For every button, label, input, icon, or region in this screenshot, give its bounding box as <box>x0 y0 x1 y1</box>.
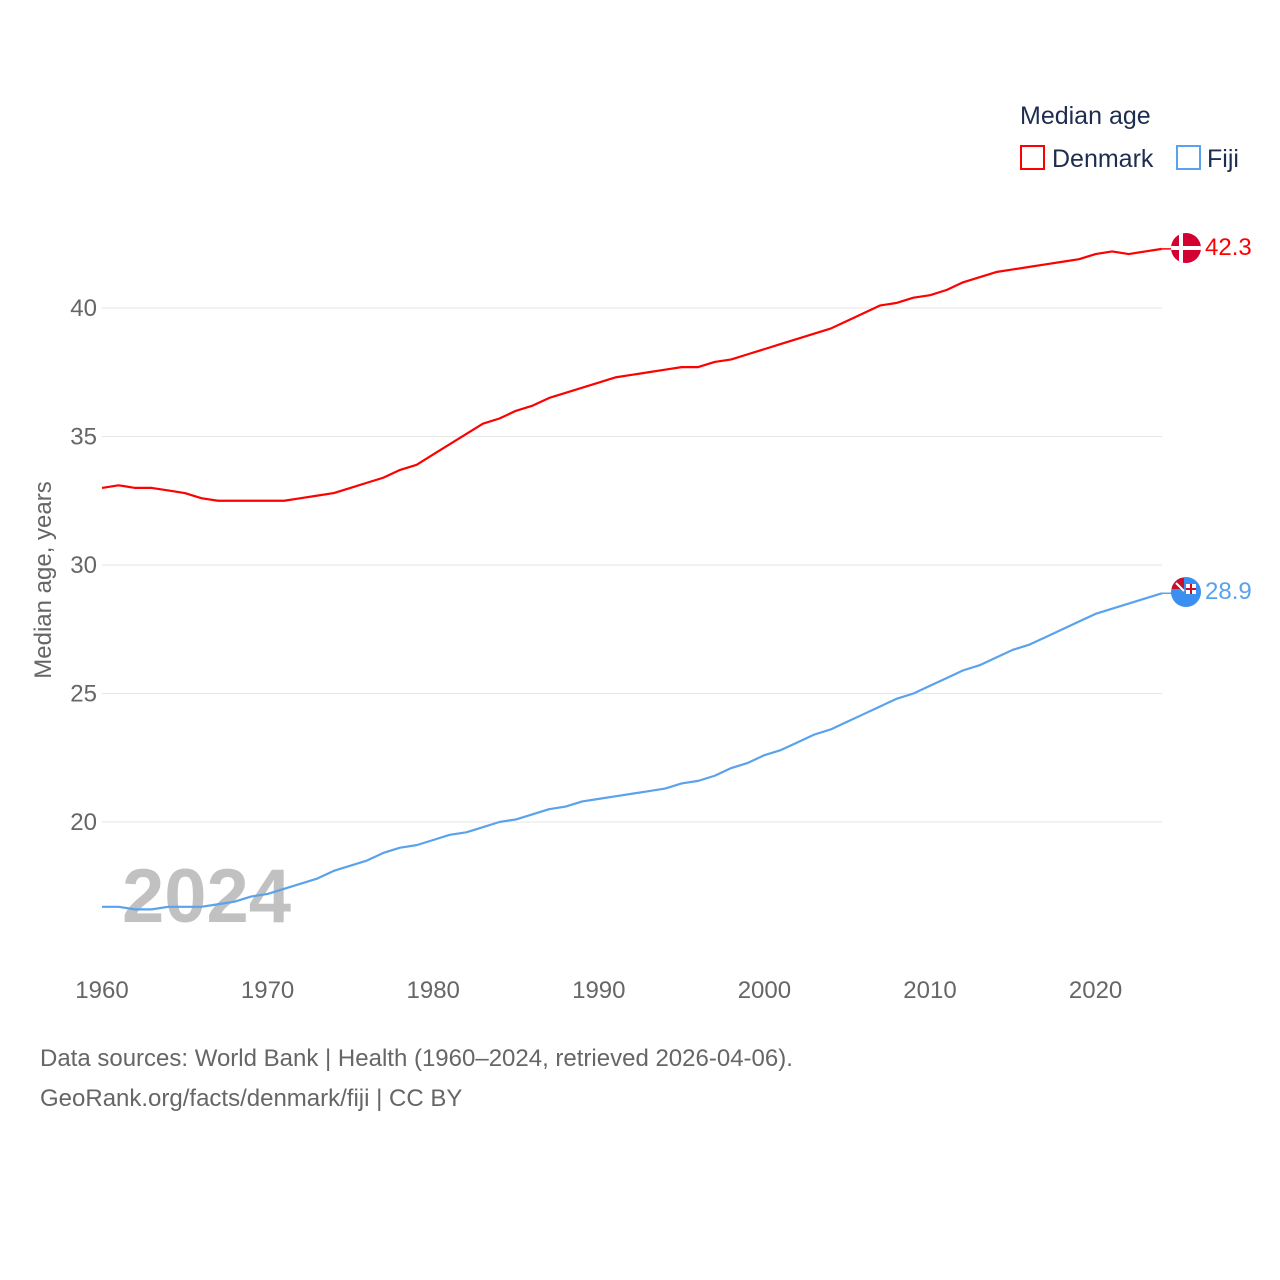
denmark-flag-icon <box>1171 233 1201 263</box>
x-tick-label: 2010 <box>903 977 956 1004</box>
footer-sources: Data sources: World Bank | Health (1960–… <box>40 1045 793 1072</box>
legend-label-denmark: Denmark <box>1052 145 1154 173</box>
legend-item-denmark[interactable]: Denmark <box>1020 145 1154 173</box>
x-tick-label: 1980 <box>407 977 460 1004</box>
end-label-denmark: 42.3 <box>1205 234 1252 261</box>
footer-attribution[interactable]: GeoRank.org/facts/denmark/fiji | CC BY <box>40 1085 463 1112</box>
x-tick-label: 1970 <box>241 977 294 1004</box>
x-tick-label: 2020 <box>1069 977 1122 1004</box>
y-tick-label: 30 <box>70 552 97 579</box>
y-axis-label: Median age, years <box>30 481 57 678</box>
legend-swatch-denmark <box>1020 145 1045 170</box>
x-tick-label: 1960 <box>75 977 128 1004</box>
y-tick-label: 25 <box>70 681 97 708</box>
legend-swatch-fiji <box>1176 145 1201 170</box>
y-tick-label: 40 <box>70 295 97 322</box>
x-tick-label: 1990 <box>572 977 625 1004</box>
legend-item-fiji[interactable]: Fiji <box>1176 145 1239 173</box>
legend-title: Median age <box>1020 102 1151 130</box>
x-tick-label: 2000 <box>738 977 791 1004</box>
year-watermark: 2024 <box>122 854 291 939</box>
fiji-flag-icon <box>1171 577 1201 607</box>
y-tick-label: 35 <box>70 424 97 451</box>
end-label-fiji: 28.9 <box>1205 578 1252 605</box>
legend-label-fiji: Fiji <box>1207 145 1239 173</box>
y-tick-label: 20 <box>70 809 97 836</box>
